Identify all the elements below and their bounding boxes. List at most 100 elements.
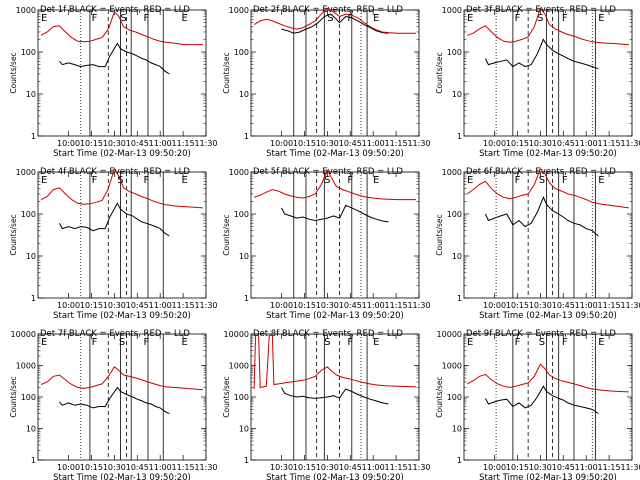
- x-tick-label: 10:30: [316, 463, 339, 472]
- events-series-line: [281, 204, 389, 223]
- events-series-line: [281, 13, 389, 34]
- segment-marker-label: E: [467, 337, 473, 348]
- x-tick-label: 10:30: [529, 463, 552, 472]
- x-axis-label: Start Time (02-Mar-13 09:50:20): [266, 311, 404, 321]
- x-axis-label: Start Time (02-Mar-13 09:50:20): [266, 149, 404, 159]
- y-tick-label: 1: [31, 456, 36, 465]
- x-axis-label: Start Time (02-Mar-13 09:50:20): [479, 149, 617, 159]
- x-tick-label: 11:00: [575, 463, 598, 472]
- y-tick-label: 10: [452, 90, 462, 99]
- x-tick-label: 11:00: [575, 301, 598, 310]
- segment-marker-label: E: [373, 13, 379, 24]
- y-tick-label: 10000: [11, 330, 36, 339]
- segment-marker-label: F: [347, 337, 353, 348]
- x-tick-label: 11:00: [149, 139, 172, 148]
- y-axis-label: Counts/sec: [435, 376, 444, 417]
- x-tick-label: 10:45: [552, 463, 575, 472]
- segment-marker-label: F: [144, 13, 150, 24]
- segment-marker-label: F: [562, 175, 568, 186]
- x-tick-label: 10:45: [126, 301, 149, 310]
- segment-marker-label: E: [373, 175, 379, 186]
- x-tick-label: 10:30: [529, 139, 552, 148]
- y-tick-label: 100: [234, 393, 249, 402]
- x-tick-label: 10:00: [57, 301, 80, 310]
- x-tick-label: 11:15: [172, 463, 195, 472]
- segment-marker-label: E: [41, 13, 47, 24]
- y-tick-label: 1: [457, 132, 462, 141]
- x-tick-label: 10:15: [293, 463, 316, 472]
- y-tick-label: 10: [452, 425, 462, 434]
- x-tick-label: 10:30: [529, 301, 552, 310]
- x-axis-label: Start Time (02-Mar-13 09:50:20): [53, 149, 191, 159]
- segment-marker-label: F: [347, 175, 353, 186]
- y-axis-label: Counts/sec: [9, 52, 18, 93]
- x-tick-label: 10:30: [103, 463, 126, 472]
- segment-marker-label: F: [515, 13, 521, 24]
- segment-marker-label: E: [181, 337, 187, 348]
- y-tick-label: 1: [244, 132, 249, 141]
- events-series-line: [281, 387, 389, 405]
- segment-marker-label: F: [562, 13, 568, 24]
- segment-marker-label: E: [467, 13, 473, 24]
- segment-marker-label: S: [120, 13, 126, 24]
- y-tick-label: 1000: [229, 168, 249, 177]
- x-tick-label: 11:30: [407, 301, 430, 310]
- segment-marker-label: S: [119, 337, 125, 348]
- x-tick-label: 10:00: [57, 463, 80, 472]
- segment-marker-label: S: [327, 13, 333, 24]
- x-tick-label: 10:15: [506, 139, 529, 148]
- x-tick-label: 11:30: [620, 139, 640, 148]
- y-tick-label: 100: [21, 48, 36, 57]
- x-tick-label: 11:30: [194, 463, 217, 472]
- x-tick-label: 11:30: [194, 301, 217, 310]
- x-tick-label: 10:45: [126, 139, 149, 148]
- y-axis-label: Counts/sec: [435, 52, 444, 93]
- y-tick-label: 10: [26, 425, 36, 434]
- segment-marker-label: E: [467, 175, 473, 186]
- segment-marker-label: S: [539, 175, 545, 186]
- x-tick-label: 10:00: [483, 301, 506, 310]
- x-tick-label: 11:15: [172, 139, 195, 148]
- lld-series-line: [253, 334, 416, 390]
- x-axis-label: Start Time (02-Mar-13 09:50:20): [479, 473, 617, 480]
- lld-series-line: [253, 169, 416, 201]
- y-tick-label: 1: [244, 456, 249, 465]
- events-series-line: [484, 385, 599, 414]
- plot-frame: [250, 171, 420, 299]
- x-tick-label: 10:15: [506, 463, 529, 472]
- x-axis-label: Start Time (02-Mar-13 09:50:20): [53, 311, 191, 321]
- y-tick-label: 10: [452, 252, 462, 261]
- x-tick-label: 11:15: [598, 463, 621, 472]
- y-tick-label: 100: [447, 48, 462, 57]
- plot-frame: [250, 333, 420, 461]
- segment-marker-label: E: [41, 175, 47, 186]
- events-series-line: [59, 386, 170, 414]
- segment-marker-label: F: [515, 175, 521, 186]
- events-series-line: [484, 38, 599, 70]
- segment-marker-label: F: [347, 13, 353, 24]
- plot-frame: [463, 171, 633, 299]
- x-tick-label: 10:15: [80, 139, 103, 148]
- y-axis-label: Counts/sec: [222, 214, 231, 255]
- segment-marker-label: E: [373, 337, 379, 348]
- segment-marker-label: S: [324, 175, 330, 186]
- lld-series-line: [40, 366, 203, 391]
- y-tick-label: 10: [239, 90, 249, 99]
- y-tick-label: 1000: [16, 168, 36, 177]
- x-tick-label: 10:15: [293, 139, 316, 148]
- segment-marker-label: F: [515, 337, 521, 348]
- x-tick-label: 10:30: [316, 139, 339, 148]
- x-axis-label: Start Time (02-Mar-13 09:50:20): [266, 473, 404, 480]
- segment-marker-label: S: [539, 337, 545, 348]
- lld-series-line: [40, 167, 203, 209]
- x-tick-label: 11:30: [194, 139, 217, 148]
- segment-marker-label: E: [41, 337, 47, 348]
- y-tick-label: 10: [239, 252, 249, 261]
- x-axis-label: Start Time (02-Mar-13 09:50:20): [479, 311, 617, 321]
